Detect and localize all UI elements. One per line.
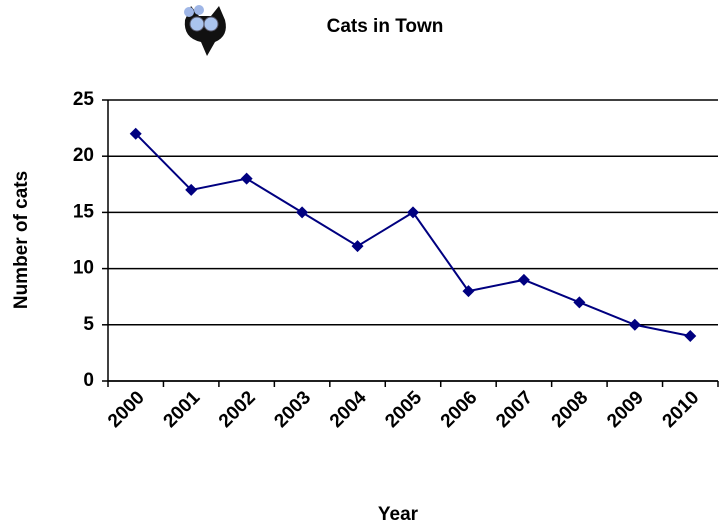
x-tick-label: 2004 — [326, 387, 371, 432]
x-tick-label: 2007 — [492, 387, 537, 432]
x-tick-label: 2000 — [104, 387, 149, 432]
y-tick-label: 5 — [83, 314, 94, 335]
marker — [296, 206, 309, 219]
chart-title: Cats in Town — [327, 16, 444, 37]
y-tick-label: 10 — [73, 258, 94, 279]
marker — [240, 172, 253, 185]
cat-icon — [184, 5, 226, 56]
line — [135, 133, 691, 338]
x-tick-label: 2008 — [548, 387, 593, 432]
marker — [684, 330, 697, 343]
marker — [462, 285, 475, 298]
y-tick-label: 25 — [73, 89, 95, 110]
x-tick-label: 2005 — [381, 387, 426, 432]
y-tick-label: 0 — [83, 370, 94, 391]
y-axis-title: Number of cats — [11, 171, 32, 309]
marker — [129, 127, 142, 140]
marker — [573, 296, 586, 309]
x-tick-label: 2010 — [659, 387, 704, 432]
marker — [517, 273, 530, 286]
x-tick-label: 2003 — [270, 387, 315, 432]
y-tick-label: 20 — [73, 145, 94, 166]
marker — [185, 183, 198, 196]
x-tick-label: 2001 — [160, 387, 205, 432]
marker — [407, 206, 419, 219]
x-axis-title: Year — [378, 504, 419, 525]
y-tick-label: 15 — [73, 201, 95, 222]
marker — [628, 318, 641, 331]
x-tick-label: 2009 — [603, 387, 648, 432]
x-tick-label: 2006 — [437, 387, 482, 432]
x-tick-label: 2002 — [215, 387, 260, 432]
marker — [351, 240, 364, 253]
